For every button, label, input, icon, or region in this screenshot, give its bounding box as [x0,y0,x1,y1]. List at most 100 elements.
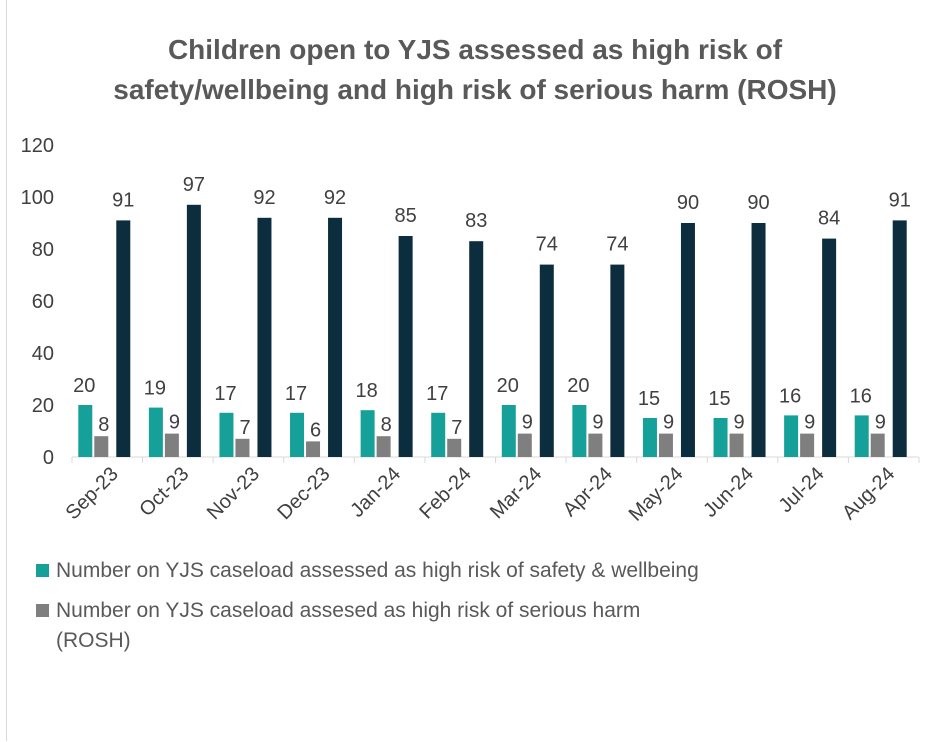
bar-series-0 [431,412,446,457]
data-label-series-1: 8 [98,414,109,436]
data-label-series-1: 9 [522,412,533,434]
legend-item-safety-wellbeing: Number on YJS caseload assessed as high … [36,556,716,586]
bar-series-2 [680,223,695,457]
x-tick-label: Dec-23 [273,463,334,524]
y-tick-label: 20 [32,395,54,417]
bar-series-0 [219,412,234,457]
data-label-series-0: 20 [73,375,95,397]
data-label-series-2: 83 [465,210,487,232]
data-label-series-0: 17 [214,383,236,405]
data-label-series-2: 92 [324,187,346,209]
bar-series-0 [78,405,93,457]
bar-series-0 [501,405,516,457]
legend-item-rosh: Number on YJS caseload assesed as high r… [36,596,716,656]
data-label-series-1: 7 [239,417,250,439]
bar-series-0 [784,415,799,457]
bar-series-2 [186,204,201,457]
bar-series-0 [854,415,869,457]
x-tick-label: May-24 [625,463,688,526]
data-label-series-2: 91 [889,189,911,211]
data-label-series-2: 92 [253,187,275,209]
data-label-series-0: 15 [708,388,730,410]
data-label-series-2: 90 [747,192,769,214]
bar-series-1 [658,433,673,457]
x-tick-label: Oct-23 [135,463,193,521]
bar-series-1 [588,433,603,457]
bar-series-1 [306,441,321,457]
legend-label-rosh: Number on YJS caseload assesed as high r… [56,599,641,652]
data-label-series-1: 6 [310,419,321,441]
bar-series-2 [398,236,413,457]
data-label-series-2: 74 [606,234,628,256]
x-tick-label: Apr-24 [559,463,617,521]
data-label-series-2: 91 [112,189,134,211]
chart-title: Children open to YJS assessed as high ri… [113,34,837,105]
data-label-series-2: 90 [677,192,699,214]
bar-series-1 [447,438,462,457]
bar-series-2 [892,220,907,457]
data-label-series-2: 97 [183,174,205,196]
bar-series-2 [822,238,837,457]
x-tick-label: Feb-24 [415,463,475,523]
bar-series-2 [328,217,343,457]
data-label-series-1: 9 [734,412,745,434]
data-label-series-2: 85 [395,205,417,227]
data-label-series-0: 20 [497,375,519,397]
data-label-series-0: 17 [426,383,448,405]
data-label-series-1: 8 [381,414,392,436]
data-label-series-1: 9 [804,412,815,434]
bar-series-1 [729,433,744,457]
data-label-series-0: 15 [638,388,660,410]
bar-series-1 [94,436,109,457]
bar-series-0 [148,407,163,457]
data-label-series-1: 9 [592,412,603,434]
data-label-series-0: 18 [356,380,378,402]
x-tick-label: Jul-24 [775,463,829,517]
data-label-series-0: 20 [567,375,589,397]
data-label-series-1: 9 [663,412,674,434]
x-tick-label: Nov-23 [203,463,264,524]
legend-swatch-safety-wellbeing [36,564,49,577]
y-tick-label: 80 [32,239,54,261]
chart-plot-area: 0 20 40 60 80 100 120 20 19 17 17 18 17 20 20 15 15 16 16 8… [21,135,920,526]
bar-series-1 [870,433,885,457]
bar-series-0 [642,418,657,457]
bar-series-0 [713,418,728,457]
data-label-series-1: 7 [451,417,462,439]
x-tick-label: Sep-23 [62,463,123,524]
bar-series-0 [572,405,587,457]
bar-series-0 [290,412,305,457]
chart-legend: Number on YJS caseload assessed as high … [36,556,716,666]
y-tick-label: 100 [21,187,54,209]
bar-series-2 [751,223,766,457]
bar-series-1 [800,433,815,457]
bar-series-2 [610,264,625,457]
x-tick-label: Aug-24 [838,463,899,524]
x-tick-label: Mar-24 [486,463,546,523]
bar-series-1 [235,438,250,457]
data-label-series-0: 16 [850,385,872,407]
data-label-series-1: 9 [875,412,886,434]
bar-series-2 [469,241,484,457]
data-label-series-1: 9 [169,412,180,434]
bar-series-1 [164,433,179,457]
bar-series-2 [539,264,554,457]
bar-series-1 [376,436,391,457]
chart-frame [6,0,946,741]
bar-series-2 [116,220,131,457]
x-tick-label: Jan-24 [346,463,405,522]
y-tick-label: 60 [32,291,54,313]
data-label-series-0: 19 [144,378,166,400]
y-tick-label: 40 [32,343,54,365]
y-tick-label: 120 [21,135,54,157]
bar-series-2 [257,217,272,457]
bar-series-0 [360,410,375,457]
data-label-series-0: 17 [285,383,307,405]
bar-series-1 [517,433,532,457]
data-label-series-2: 74 [536,234,558,256]
legend-label-safety-wellbeing: Number on YJS caseload assessed as high … [56,559,699,582]
y-tick-label: 0 [43,447,54,469]
data-label-series-2: 84 [818,208,840,230]
x-tick-label: Jun-24 [699,463,758,522]
data-label-series-0: 16 [779,385,801,407]
